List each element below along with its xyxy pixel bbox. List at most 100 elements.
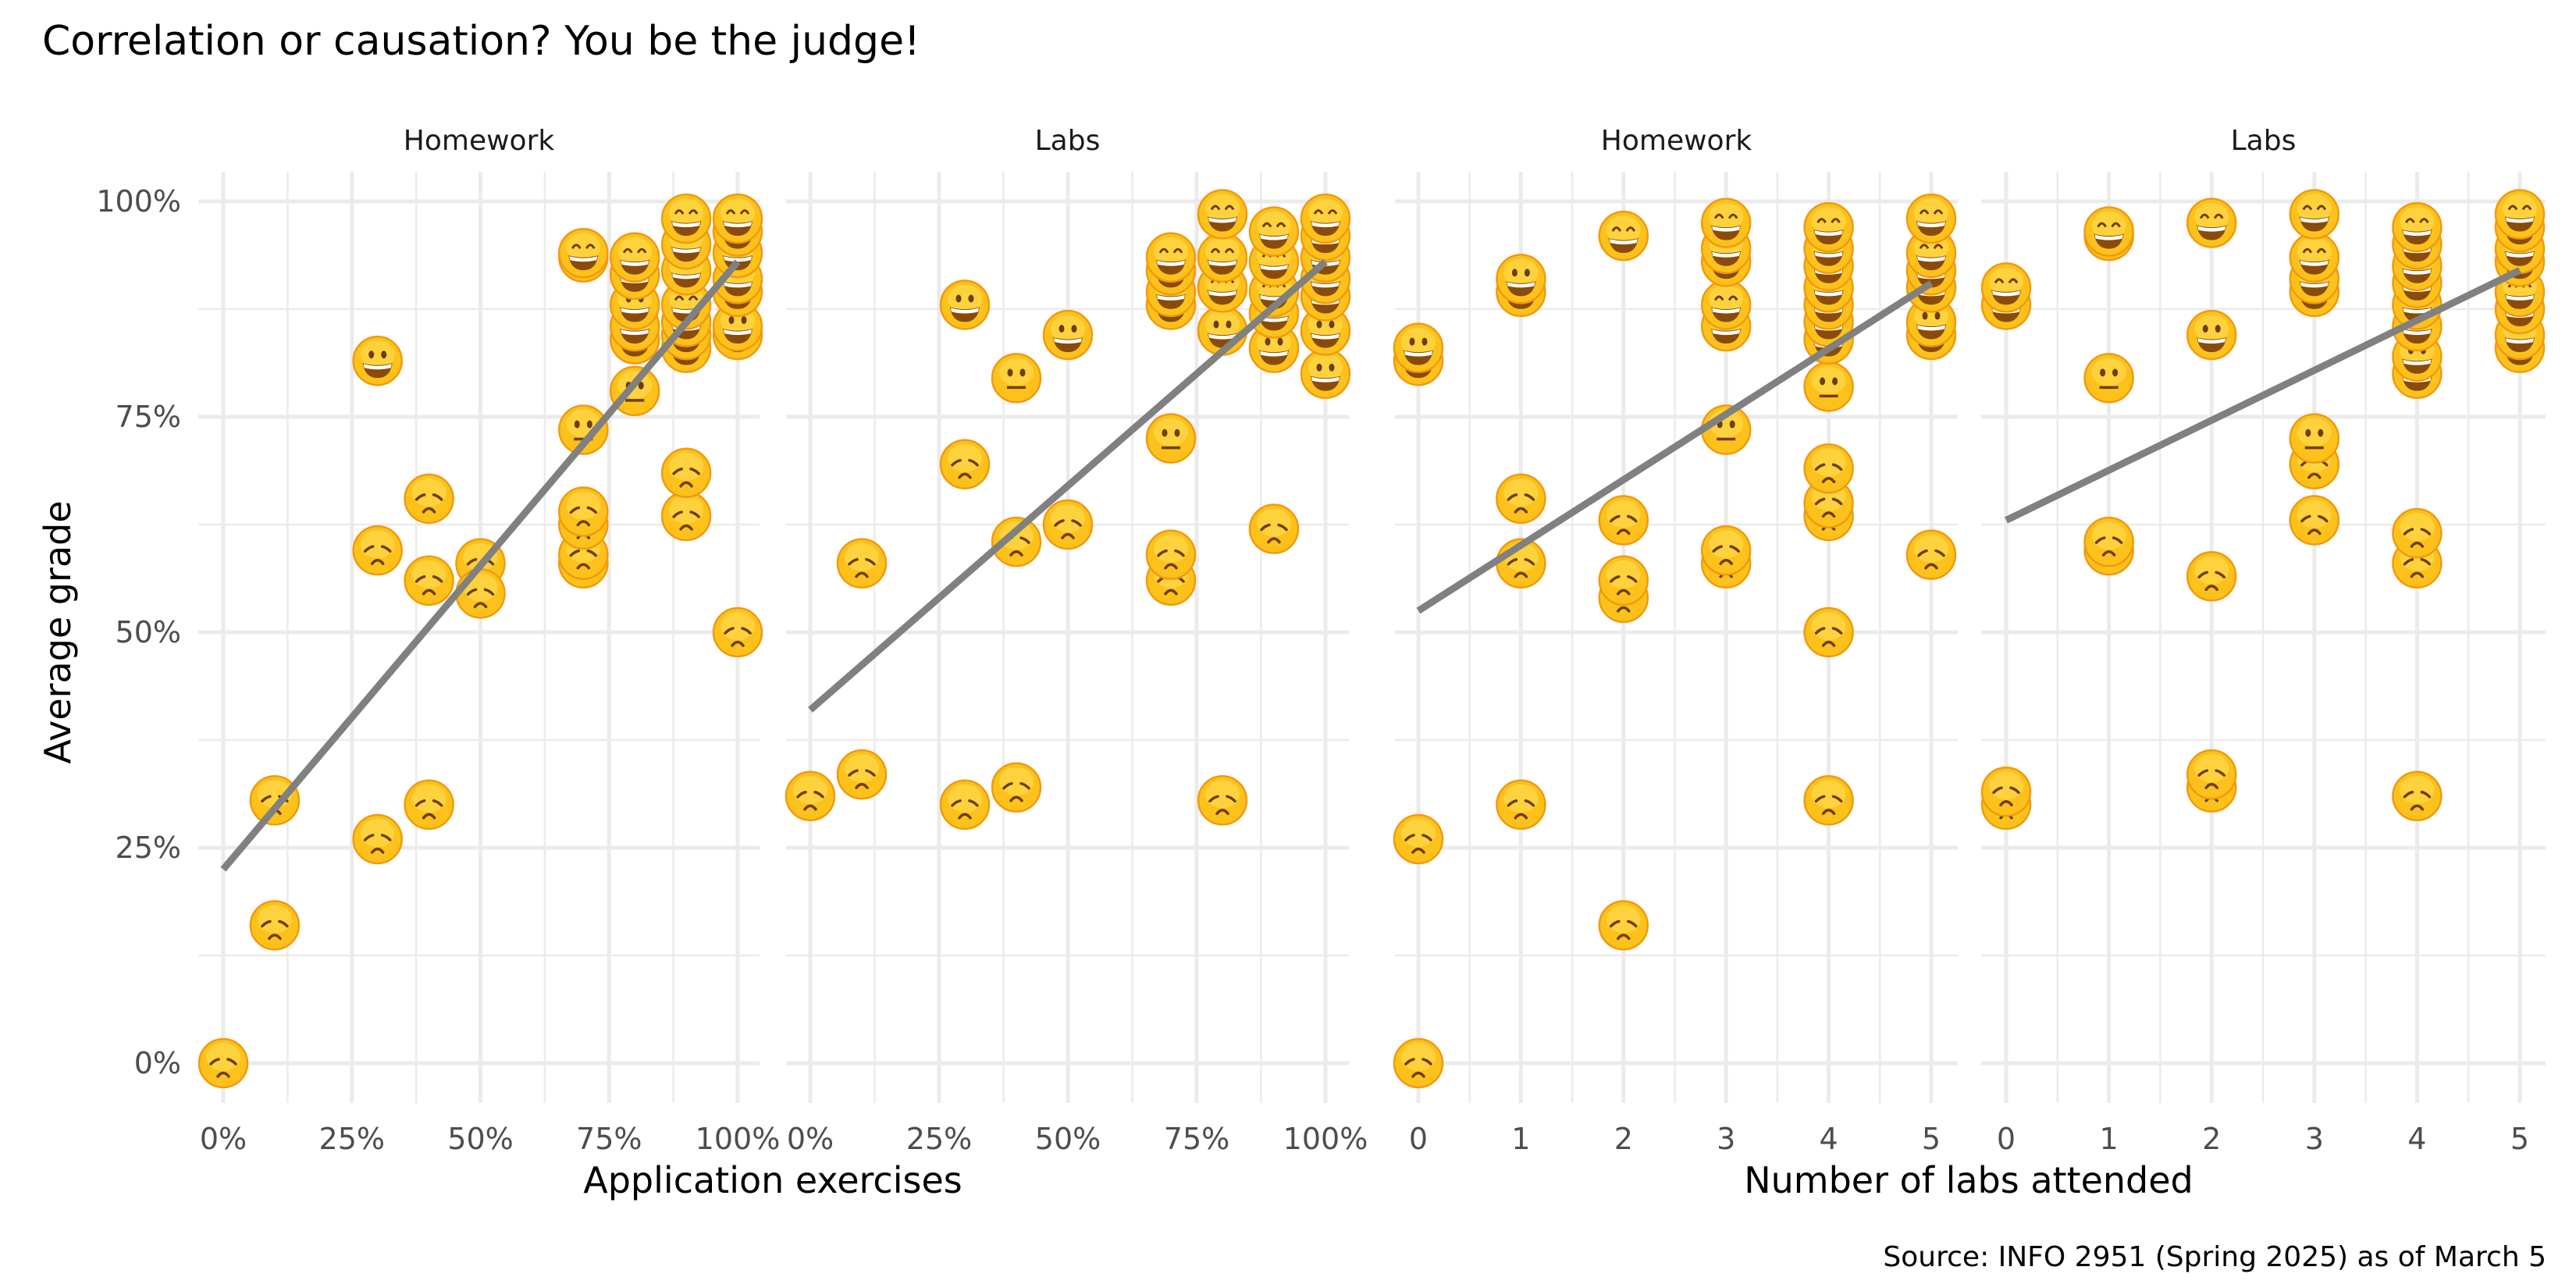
eye [1511, 269, 1517, 277]
eyes [1816, 218, 1841, 223]
mouth [2204, 782, 2218, 789]
face-highlight [1606, 215, 1641, 244]
point-neutral-face [991, 353, 1042, 404]
mouth [2410, 804, 2425, 811]
facet-strip-label: Labs [1035, 125, 1101, 157]
mouth [958, 472, 972, 479]
teeth [672, 273, 701, 279]
teeth [1917, 222, 1945, 228]
mouth [1617, 589, 1631, 596]
eye [741, 316, 747, 325]
point-sad-face [352, 813, 403, 865]
trend-line [220, 259, 741, 872]
point-sad-face [404, 555, 454, 607]
teeth [1507, 282, 1535, 288]
point-sad-face [1042, 499, 1094, 550]
point-grin-face [1248, 206, 1300, 257]
eyes [1158, 247, 1183, 254]
x-tick-label: 4 [2407, 1122, 2426, 1156]
teeth [2506, 294, 2534, 301]
eyes [571, 244, 596, 250]
teeth [1992, 290, 2020, 297]
x-tick-label: 2 [1614, 1122, 1633, 1156]
mouth [1514, 813, 1528, 820]
mouth [268, 934, 282, 941]
teeth [2197, 338, 2226, 344]
eye [1729, 420, 1735, 429]
teeth [1311, 222, 1340, 228]
point-sad-face [1393, 1037, 1444, 1089]
x-tick-label: 1 [2100, 1122, 2119, 1156]
point-grin-face [1905, 193, 1957, 244]
face-highlight [411, 784, 447, 813]
teeth [672, 247, 701, 254]
point-smile-face [1496, 254, 1546, 304]
face-highlight [2297, 237, 2332, 265]
teeth [2300, 217, 2329, 223]
point-smile-face [1300, 348, 1351, 400]
face-highlight [1205, 310, 1240, 339]
teeth [1814, 251, 1843, 258]
chart-title: Correlation or causation? You be the jud… [42, 18, 920, 65]
mouth [1009, 550, 1023, 557]
point-sad-face [785, 770, 836, 822]
point-sad-face [1496, 779, 1546, 831]
point-grin-face [2289, 232, 2340, 283]
point-sad-face [404, 473, 454, 525]
eyes [209, 1058, 237, 1066]
point-sad-face [1598, 555, 1649, 607]
eye [1226, 320, 1232, 329]
eyes [1404, 834, 1432, 841]
eye [1019, 368, 1026, 377]
eyes [415, 799, 443, 807]
point-grin-face [558, 227, 609, 279]
point-sad-face [939, 779, 991, 831]
eyes [672, 511, 700, 518]
teeth [951, 308, 979, 314]
eye [1174, 429, 1180, 437]
point-sad-face [939, 439, 991, 489]
face-highlight [2194, 315, 2229, 343]
face-highlight [1308, 353, 1343, 382]
point-grin-face [1980, 262, 2032, 313]
teeth [2403, 269, 2432, 275]
teeth [2403, 230, 2432, 237]
point-grin-face [660, 193, 712, 244]
point-smile-face [2186, 309, 2237, 361]
eyes [848, 769, 876, 777]
facet-strip-label: Homework [404, 125, 555, 157]
eyes [1814, 627, 1843, 635]
teeth [1260, 350, 1288, 357]
eyes [724, 627, 752, 635]
eye [1316, 320, 1322, 329]
eye [1934, 311, 1941, 320]
mouth [1617, 934, 1631, 941]
face-highlight [1811, 780, 1846, 809]
face-highlight [257, 905, 292, 934]
teeth [1712, 308, 1741, 314]
eyes [951, 799, 979, 807]
mouth [216, 1071, 230, 1078]
point-grin-face [1803, 201, 1854, 253]
point-smile-face [1393, 322, 1444, 373]
point-sad-face [1145, 529, 1197, 580]
point-sad-face [558, 486, 609, 537]
teeth [2300, 260, 2329, 266]
face-highlight [1811, 612, 1846, 640]
mouth [2410, 541, 2425, 548]
eye [1409, 337, 1415, 346]
point-sad-face [455, 568, 506, 619]
point-sad-face [1803, 775, 1854, 826]
face-highlight [1154, 534, 1188, 563]
teeth [724, 329, 752, 336]
source-caption: Source: INFO 2951 (Spring 2025) as of Ma… [1883, 1241, 2546, 1273]
point-grin-face [2392, 201, 2443, 253]
teeth [724, 222, 752, 228]
x-tick-label: 100% [696, 1122, 781, 1156]
eyes [1610, 920, 1638, 928]
mouth [422, 813, 436, 820]
mouth [1514, 571, 1528, 578]
point-grin-face [2083, 206, 2134, 257]
